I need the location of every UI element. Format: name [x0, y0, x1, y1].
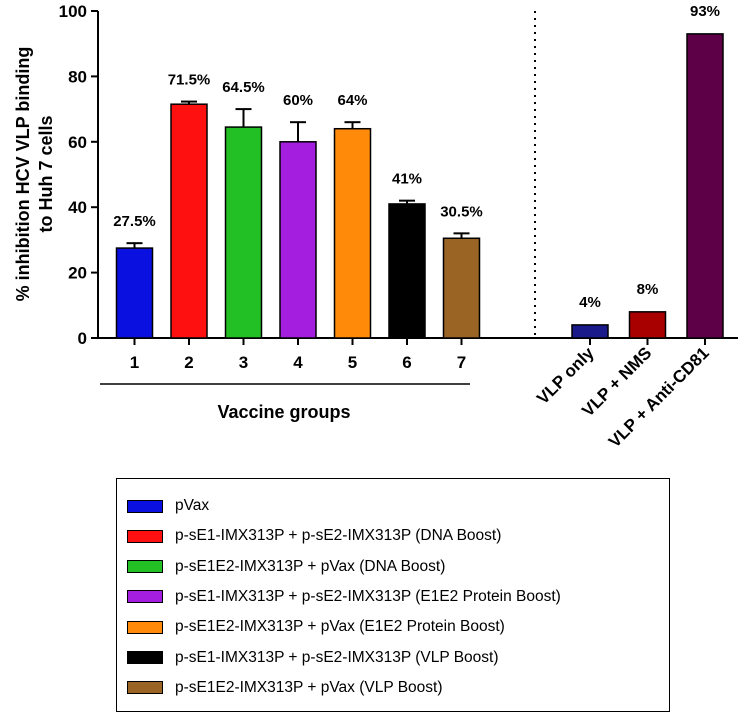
legend-label: p-sE1-IMX313P + p-sE2-IMX313P (VLP Boost…: [175, 648, 499, 666]
y-tick-label: 20: [68, 264, 87, 283]
bar-group-6: [388, 203, 426, 339]
x-tick-label-group-6: 6: [402, 353, 411, 372]
legend-label: pVax: [175, 497, 210, 514]
legend-item-2: p-sE1-IMX313P + p-sE2-IMX313P (DNA Boost…: [127, 521, 501, 551]
x-tick-label-group-2: 2: [184, 353, 193, 372]
value-label-group-6: 41%: [392, 171, 422, 188]
bar-group-2: [170, 103, 208, 339]
bar-group-4: [279, 141, 317, 339]
x-tick-label-group-5: 5: [348, 353, 357, 372]
bar-control-3: [686, 33, 724, 339]
y-tick-label: 100: [59, 2, 87, 21]
legend-label: p-sE1-IMX313P + p-sE2-IMX313P (E1E2 Prot…: [175, 587, 561, 605]
y-tick-label: 80: [68, 67, 87, 86]
value-label-control-1: 4%: [579, 294, 601, 311]
bar-group-5: [333, 127, 372, 339]
value-label-group-2: 71.5%: [168, 72, 211, 89]
legend-label: p-sE1E2-IMX313P + pVax (DNA Boost): [175, 557, 446, 575]
legend-swatch: [127, 529, 163, 543]
x-tick-label-group-7: 7: [457, 353, 466, 372]
legend-swatch: [127, 620, 163, 634]
error-bars: [126, 100, 470, 249]
value-label-group-5: 64%: [337, 92, 367, 109]
legend-label: p-sE1-IMX313P + p-sE2-IMX313P (DNA Boost…: [175, 527, 502, 545]
legend-swatch: [127, 499, 163, 513]
y-tick-label: 60: [68, 133, 87, 152]
legend-swatch: [127, 651, 163, 664]
legend-swatch: [127, 560, 163, 574]
legend-item-1: pVax: [127, 491, 209, 521]
bar-control-2: [628, 311, 667, 339]
y-axis-title-line2: to Huh 7 cells: [36, 115, 56, 232]
x-tick-label-group-1: 1: [130, 353, 139, 372]
bars: [115, 33, 724, 339]
y-axis-title-line1: % inhibition HCV VLP binding: [13, 47, 33, 302]
legend-item-3: p-sE1E2-IMX313P + pVax (DNA Boost): [127, 552, 445, 582]
bar-group-7: [442, 237, 481, 339]
bar-group-3: [224, 126, 263, 339]
bar-control-1: [571, 324, 609, 339]
value-label-group-3: 64.5%: [222, 79, 265, 96]
legend-item-4: p-sE1-IMX313P + p-sE2-IMX313P (E1E2 Prot…: [127, 582, 561, 612]
legend-swatch: [127, 681, 163, 695]
y-tick-label: 0: [78, 329, 87, 348]
value-label-group-4: 60%: [283, 92, 313, 109]
value-label-group-1: 27.5%: [113, 213, 156, 230]
y-tick-label: 40: [68, 198, 87, 217]
legend-swatch: [127, 590, 163, 604]
bar-group-1: [115, 247, 154, 339]
value-label-control-3: 93%: [690, 3, 720, 20]
legend-item-5: p-sE1E2-IMX313P + pVax (E1E2 Protein Boo…: [127, 612, 505, 642]
value-label-control-2: 8%: [637, 281, 659, 298]
x-axis-title: Vaccine groups: [217, 402, 350, 422]
legend-item-7: p-sE1E2-IMX313P + pVax (VLP Boost): [127, 673, 443, 703]
value-label-group-7: 30.5%: [440, 203, 483, 220]
x-tick-label-group-3: 3: [239, 353, 248, 372]
y-axis: 0 20 40 60 80 100: [59, 2, 99, 348]
x-tick-label-control-3: VLP + Anti-CD81: [605, 343, 713, 451]
legend-item-6: p-sE1-IMX313P + p-sE2-IMX313P (VLP Boost…: [127, 643, 499, 673]
legend: pVax p-sE1-IMX313P + p-sE2-IMX313P (DNA B…: [116, 478, 670, 712]
value-labels: 27.5% 71.5% 64.5% 60% 64% 41% 30.5% 4% 8% 93%: [113, 3, 720, 311]
x-tick-label-group-4: 4: [293, 353, 303, 372]
legend-label: p-sE1E2-IMX313P + pVax (VLP Boost): [175, 678, 443, 696]
legend-label: p-sE1E2-IMX313P + pVax (E1E2 Protein Boo…: [175, 618, 505, 636]
